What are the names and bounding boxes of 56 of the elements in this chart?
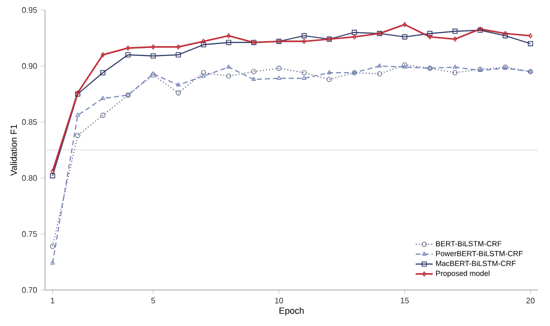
point <box>150 53 156 59</box>
point <box>201 38 206 44</box>
point <box>301 33 307 38</box>
point <box>251 69 256 74</box>
point <box>75 112 80 117</box>
point <box>100 112 106 118</box>
point <box>301 70 307 76</box>
point <box>50 260 55 265</box>
point <box>226 73 232 79</box>
point <box>176 52 181 58</box>
point <box>150 72 156 78</box>
point <box>176 90 181 96</box>
point <box>125 52 131 58</box>
point <box>251 76 256 81</box>
point <box>452 64 458 69</box>
point <box>126 45 130 51</box>
point <box>276 76 282 80</box>
point <box>150 71 156 76</box>
point <box>503 30 508 36</box>
point <box>376 71 382 76</box>
point <box>176 44 180 50</box>
point <box>302 76 306 80</box>
point <box>402 62 408 68</box>
point <box>50 173 56 178</box>
point <box>302 38 306 44</box>
point <box>200 42 206 48</box>
point <box>226 33 231 38</box>
point <box>428 34 432 40</box>
y-axis-title: Validation F1 <box>10 124 17 176</box>
point <box>100 70 106 76</box>
point <box>200 70 206 76</box>
point <box>50 244 56 249</box>
x-axis-title: Epoch <box>280 307 304 316</box>
point <box>75 132 80 138</box>
point <box>352 30 357 35</box>
point <box>201 73 206 78</box>
point <box>326 70 332 74</box>
point <box>402 22 407 28</box>
point <box>276 66 282 71</box>
point <box>452 36 458 42</box>
point <box>326 76 332 82</box>
point <box>176 82 181 87</box>
point <box>452 28 458 34</box>
point <box>226 40 232 46</box>
point <box>452 70 458 76</box>
point <box>100 52 105 58</box>
point <box>402 34 408 40</box>
point <box>377 63 382 68</box>
point <box>352 34 356 40</box>
point <box>226 64 231 69</box>
point <box>502 33 508 38</box>
point <box>528 41 534 46</box>
point <box>402 64 407 69</box>
point <box>151 44 156 50</box>
point <box>100 96 106 100</box>
point <box>427 30 432 36</box>
